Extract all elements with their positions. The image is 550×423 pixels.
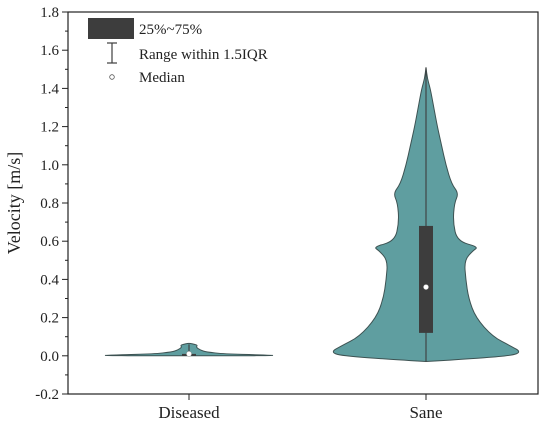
x-tick-label-diseased: Diseased <box>158 403 220 422</box>
y-tick-label: 1.4 <box>40 81 59 97</box>
y-tick-label: 0.0 <box>40 349 59 365</box>
legend-median-symbol <box>109 74 115 80</box>
y-tick-label: 0.4 <box>40 272 59 288</box>
legend-box-swatch <box>88 18 134 39</box>
x-tick-label-sane: Sane <box>409 403 442 422</box>
median-dot-diseased <box>186 351 192 357</box>
x-axis: Diseased Sane <box>158 394 443 422</box>
y-tick-label: 0.2 <box>40 311 59 327</box>
legend-entry-box: 25%~75% <box>139 22 202 38</box>
y-tick-label: 1.2 <box>40 120 59 136</box>
legend-whisker-symbol <box>107 42 117 64</box>
y-axis: -0.2 0.0 0.2 0.4 0.6 0.8 1.0 1.2 1.4 1.6 1.8 <box>35 5 68 403</box>
y-axis-title: Velocity [m/s] <box>4 152 24 254</box>
legend-entry-median: Median <box>139 70 185 86</box>
y-tick-label: 0.6 <box>40 234 59 250</box>
y-tick-label: 1.0 <box>40 158 59 174</box>
y-tick-label: 0.8 <box>40 196 59 212</box>
violins <box>104 67 520 363</box>
legend: 25%~75% Range within 1.5IQR Median <box>88 18 268 86</box>
iqr-box-sane <box>419 225 433 333</box>
legend-entry-range: Range within 1.5IQR <box>139 47 268 63</box>
median-dot-sane <box>423 284 429 290</box>
y-tick-label: 1.8 <box>40 5 59 21</box>
y-tick-label: -0.2 <box>35 387 59 403</box>
y-tick-label: 1.6 <box>40 43 59 59</box>
